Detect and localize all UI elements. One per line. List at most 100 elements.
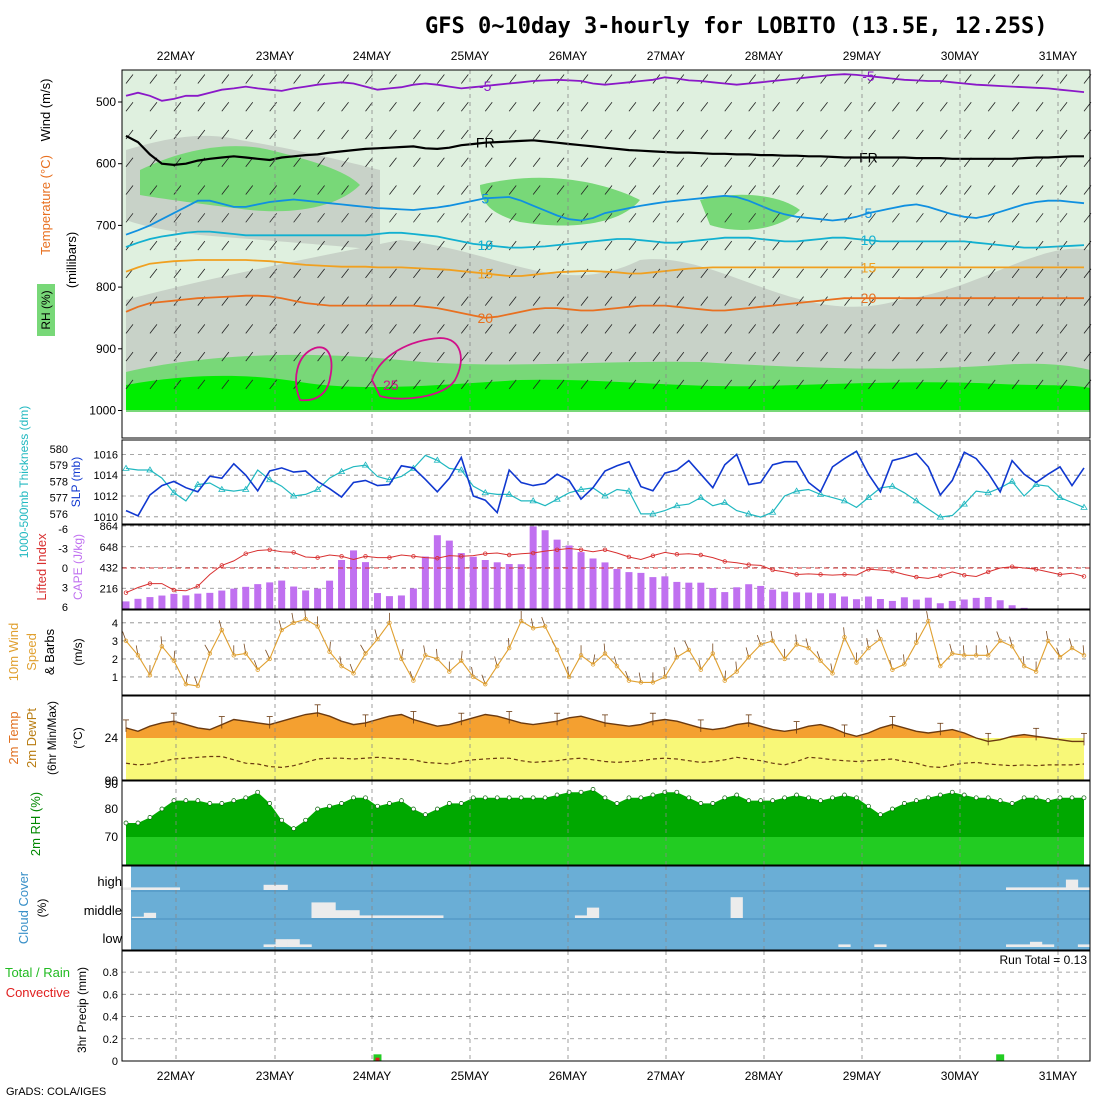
wind-barb-upper [676,157,685,168]
wind-speed-point [411,678,416,683]
date-label-top: 29MAY [843,49,881,63]
rh-point [902,801,907,806]
wind-barb-upper [317,213,325,223]
rh-point [997,798,1003,803]
wind-barb-upper [1035,129,1044,140]
ylabel-pressure: (millibars) [64,232,79,288]
wind-barb-upper [916,185,924,195]
temperature-contour [125,73,1085,102]
wind-barb-upper [317,157,325,168]
rh-point [183,798,189,803]
cloud-bar [347,910,360,918]
rh-point [590,787,596,792]
wind-speed-point [734,669,739,674]
wind-barb-upper [868,185,876,195]
thickness-line [125,454,1085,518]
rh-point [423,812,428,817]
thickness-tick: 577 [50,493,68,505]
wind-barb-upper [437,213,445,223]
wind-barb-upper [317,102,325,112]
cloud-bar [1018,944,1031,947]
contour-label: 20 [477,310,493,326]
wind-barb-upper [748,74,757,84]
wind-barb-upper [700,213,709,223]
wind-barb-upper [221,268,230,279]
wind-barb-upper [293,102,301,112]
wind-barb-upper [460,296,469,306]
wind-barb-upper [365,157,373,168]
wind-speed-point [351,671,356,676]
wind-barb-upper [532,324,541,334]
cloud-bar [1029,941,1043,947]
wind-speed-point [507,645,512,651]
wind-barb-upper [484,157,493,168]
wind-barb-upper [341,324,349,334]
wind-barb-upper [221,102,230,112]
cloud-bar [1065,879,1079,890]
li-point [794,572,799,577]
wind-barb-upper [796,157,804,168]
wind-speed-point [1033,669,1039,674]
wind-barb-upper [149,379,158,390]
date-label-bottom: 27MAY [647,1069,685,1083]
thickness-point [505,490,513,497]
wind-barb-upper [868,268,876,279]
wind-speed-point [207,651,213,656]
wind-barb-upper [460,102,469,112]
wind-speed-point [650,680,656,685]
wind-barb-upper [580,157,589,168]
wind-barb-upper [628,157,637,168]
cape-bar [888,600,896,609]
cape-bar [685,582,693,609]
ylabel-lifted-index: Lifted Index [34,533,49,601]
wind-barb-upper [484,379,493,390]
ylabel-rh: RH (%) [39,290,53,329]
wind-barb-upper [892,102,900,112]
wind-barb-upper [1059,213,1068,223]
thickness-point [553,495,561,502]
wind-barb-upper [820,157,828,168]
wind-barb-upper [365,185,373,195]
contour-label: -5 [479,78,492,94]
thickness-tick: 576 [50,509,68,521]
wind-barb-upper [197,240,206,251]
ylabel-precip: 3hr Precip (mm) [75,967,89,1053]
wind-speed-point [159,644,165,649]
wind-barb-upper [293,268,301,279]
wind-speed-point [806,645,811,651]
wind-barb-upper [365,324,373,334]
li-tick: 3 [62,583,68,595]
cape-bar [254,584,262,609]
wind-barb-upper [125,74,134,84]
rh-legend-swatch [37,284,55,336]
li-point [818,572,823,577]
wind-barb-upper [676,268,685,279]
cape-bar [517,564,525,609]
ylabel-cape: CAPE (J/kg) [71,534,85,600]
cloud-bar [419,915,432,918]
wind-barb-upper [293,157,301,168]
rh-point [722,795,728,801]
thickness-point [840,497,849,504]
cape-bar [948,600,956,609]
wind-barb-upper [245,324,254,334]
li-point [866,567,871,572]
wind-barb-upper [149,185,158,195]
wind-barb-upper [604,157,613,168]
wind-barb-upper [556,379,565,390]
wind-barb-upper [413,129,421,140]
wind-barb-upper [173,102,182,112]
cloud-bar [287,939,300,947]
wind-barb-upper [532,351,541,362]
wind-barb-upper [556,102,565,112]
cape-bar [876,599,884,609]
dewpoint-line [125,755,1085,769]
wind-barb-upper [125,379,134,390]
wind-barb-upper [748,268,757,279]
wind-barb-upper [676,296,685,306]
ylabel-ms: (m/s) [71,638,85,665]
wind-barb-upper [652,129,661,140]
wind-barb-upper [508,351,517,362]
wind-barb-upper [484,185,493,195]
wind-barb-upper [796,268,804,279]
